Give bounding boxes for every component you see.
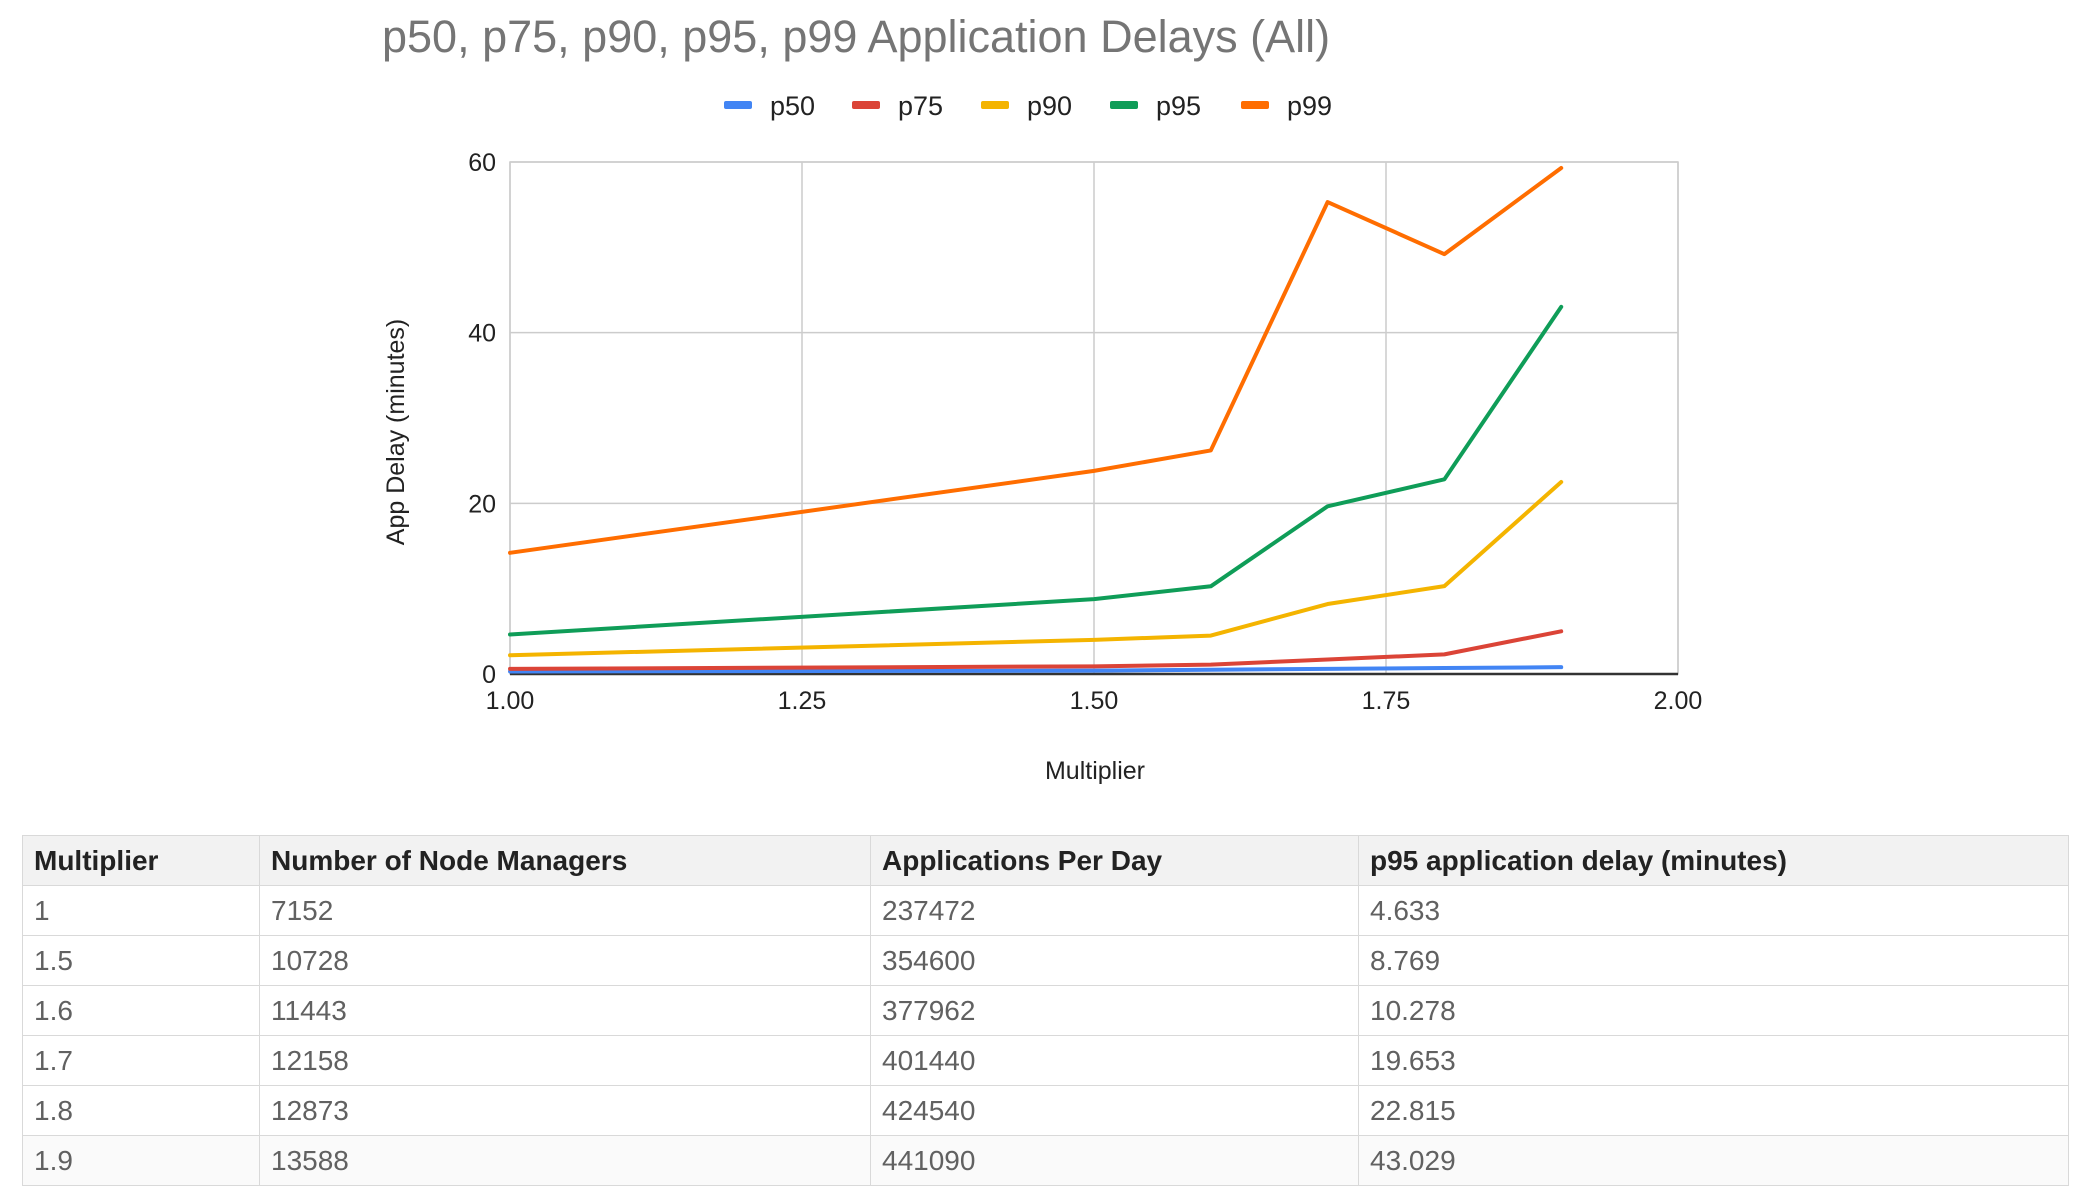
- header-node-managers: Number of Node Managers: [259, 835, 871, 886]
- cell-applications-per-day: 377962: [870, 985, 1359, 1036]
- cell-node-managers: 13588: [259, 1135, 871, 1186]
- y-axis-ticks: 0 20 40 60: [468, 149, 496, 689]
- legend-label: p99: [1287, 91, 1332, 121]
- table-row: 1 7152 237472 4.633: [22, 885, 2069, 936]
- legend-swatch: [724, 101, 752, 109]
- cell-p95-delay: 43.029: [1358, 1135, 2069, 1186]
- cell-applications-per-day: 354600: [870, 935, 1359, 986]
- series-line-p99: [508, 165, 1564, 555]
- x-tick-label: 2.00: [1654, 687, 1703, 715]
- cell-node-managers: 11443: [259, 985, 871, 1036]
- legend-swatch: [981, 101, 1009, 109]
- header-multiplier: Multiplier: [22, 835, 260, 886]
- legend-swatch: [852, 101, 880, 109]
- chart-area: p50, p75, p90, p95, p99 Application Dela…: [382, 11, 1703, 785]
- cell-p95-delay: 22.815: [1358, 1085, 2069, 1136]
- cell-applications-per-day: 441090: [870, 1135, 1359, 1186]
- x-tick-label: 1.25: [778, 687, 827, 715]
- table-row: 1.6 11443 377962 10.278: [22, 985, 2069, 1036]
- y-tick-label: 40: [468, 320, 496, 348]
- x-axis-ticks: 1.00 1.25 1.50 1.75 2.00: [486, 687, 1703, 715]
- line-chart: p50, p75, p90, p95, p99 Application Dela…: [382, 11, 1703, 785]
- cell-p95-delay: 19.653: [1358, 1035, 2069, 1086]
- cell-multiplier: 1.5: [22, 935, 260, 986]
- x-tick-label: 1.00: [486, 687, 535, 715]
- cell-p95-delay: 4.633: [1358, 885, 2069, 936]
- legend-swatch: [1110, 101, 1138, 109]
- legend-item-p90: p90: [981, 91, 1072, 121]
- legend-item-p75: p75: [852, 91, 943, 121]
- cell-applications-per-day: 237472: [870, 885, 1359, 936]
- cell-node-managers: 12158: [259, 1035, 871, 1086]
- x-tick-label: 1.50: [1070, 687, 1119, 715]
- legend-item-p99: p99: [1241, 91, 1332, 121]
- cell-multiplier: 1.7: [22, 1035, 260, 1086]
- data-table: Multiplier Number of Node Managers Appli…: [22, 835, 2069, 1186]
- legend-label: p75: [898, 91, 943, 121]
- cell-node-managers: 12873: [259, 1085, 871, 1136]
- series-line-p90: [508, 480, 1564, 658]
- table-header-row: Multiplier Number of Node Managers Appli…: [22, 835, 2069, 886]
- series-line-p50: [508, 665, 1564, 674]
- legend-label: p50: [770, 91, 815, 121]
- data-table-container: Multiplier Number of Node Managers Appli…: [22, 835, 2069, 1186]
- plot-frame: [509, 161, 1679, 676]
- table-row: 1.7 12158 401440 19.653: [22, 1035, 2069, 1086]
- legend-label: p95: [1156, 91, 1201, 121]
- cell-applications-per-day: 401440: [870, 1035, 1359, 1086]
- cell-multiplier: 1.6: [22, 985, 260, 1036]
- x-axis-label: Multiplier: [1045, 757, 1145, 785]
- cell-multiplier: 1.8: [22, 1085, 260, 1136]
- cell-applications-per-day: 424540: [870, 1085, 1359, 1136]
- cell-node-managers: 10728: [259, 935, 871, 986]
- cell-p95-delay: 8.769: [1358, 935, 2069, 986]
- chart-series: [508, 165, 1564, 674]
- legend-swatch: [1241, 101, 1269, 109]
- table-row: 1.8 12873 424540 22.815: [22, 1085, 2069, 1136]
- x-tick-label: 1.75: [1362, 687, 1411, 715]
- table-row: 1.5 10728 354600 8.769: [22, 935, 2069, 986]
- series-line-p75: [508, 629, 1564, 671]
- y-tick-label: 60: [468, 149, 496, 177]
- cell-node-managers: 7152: [259, 885, 871, 936]
- cell-p95-delay: 10.278: [1358, 985, 2069, 1036]
- y-axis-label: App Delay (minutes): [382, 319, 410, 545]
- series-line-p95: [508, 304, 1564, 637]
- chart-title: p50, p75, p90, p95, p99 Application Dela…: [382, 11, 1330, 62]
- header-p95-delay: p95 application delay (minutes): [1358, 835, 2069, 886]
- legend-item-p50: p50: [724, 91, 815, 121]
- chart-legend: p50 p75 p90 p95 p99: [724, 91, 1332, 121]
- header-applications-per-day: Applications Per Day: [870, 835, 1359, 886]
- cell-multiplier: 1: [22, 885, 260, 936]
- y-tick-label: 0: [482, 661, 496, 689]
- y-tick-label: 20: [468, 490, 496, 518]
- legend-item-p95: p95: [1110, 91, 1201, 121]
- table-row: 1.9 13588 441090 43.029: [22, 1135, 2069, 1186]
- legend-label: p90: [1027, 91, 1072, 121]
- cell-multiplier: 1.9: [22, 1135, 260, 1186]
